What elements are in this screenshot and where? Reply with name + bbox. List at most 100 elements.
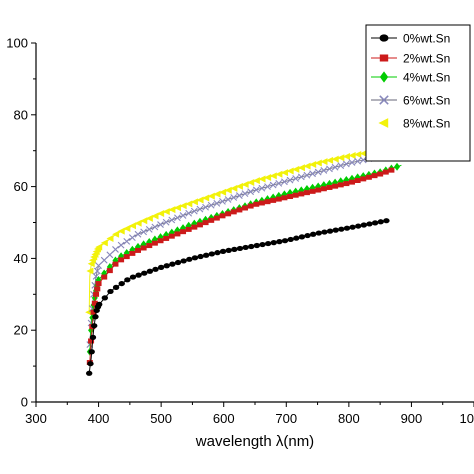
data-point xyxy=(157,264,165,270)
data-point xyxy=(157,221,164,228)
data-point xyxy=(124,277,131,283)
data-point xyxy=(185,209,193,217)
legend-label: 6%wt.Sn xyxy=(403,94,450,108)
data-point xyxy=(366,221,373,227)
data-point xyxy=(258,175,266,183)
data-point xyxy=(292,165,300,173)
data-point xyxy=(191,255,199,261)
data-point xyxy=(320,186,327,192)
data-point xyxy=(286,167,294,175)
x-tick-label: 600 xyxy=(213,411,235,426)
data-point xyxy=(348,179,355,185)
data-point xyxy=(253,242,261,249)
legend-marker xyxy=(379,54,389,62)
data-point xyxy=(117,227,125,235)
series-line xyxy=(88,220,387,374)
data-point xyxy=(337,182,344,188)
data-point xyxy=(190,207,198,215)
data-point xyxy=(281,238,289,244)
data-point xyxy=(242,244,249,251)
data-point xyxy=(252,186,260,194)
data-point xyxy=(231,246,238,252)
data-point xyxy=(332,227,339,233)
data-point xyxy=(219,188,227,196)
data-point xyxy=(355,223,362,229)
data-point xyxy=(354,177,361,183)
data-point xyxy=(123,237,131,245)
data-point xyxy=(207,201,215,209)
legend-label: 8%wt.Sn xyxy=(403,117,450,131)
data-point xyxy=(303,171,311,179)
data-point xyxy=(292,192,299,198)
data-point xyxy=(90,309,97,315)
data-point xyxy=(270,197,277,203)
data-point xyxy=(230,209,237,215)
data-point xyxy=(88,338,95,344)
data-point xyxy=(134,230,142,238)
x-tick-label: 500 xyxy=(150,411,172,426)
data-point xyxy=(93,267,101,275)
data-point xyxy=(191,224,198,230)
data-point xyxy=(174,259,182,266)
data-point xyxy=(91,300,98,306)
data-point xyxy=(213,215,220,221)
x-tick-label: 700 xyxy=(275,411,297,426)
x-tick-label: 400 xyxy=(88,411,110,426)
data-point xyxy=(382,169,389,175)
data-point xyxy=(236,245,244,252)
data-point xyxy=(197,253,204,260)
data-point xyxy=(248,243,255,250)
data-point xyxy=(259,241,266,248)
legend-label: 4%wt.Sn xyxy=(403,71,450,85)
y-tick-label: 20 xyxy=(14,323,28,338)
data-point xyxy=(219,248,227,254)
y-tick-label: 0 xyxy=(21,395,28,410)
data-point xyxy=(337,162,345,169)
legend-marker xyxy=(378,118,389,128)
data-point xyxy=(174,204,182,212)
y-tick-label: 60 xyxy=(14,179,28,194)
data-point xyxy=(95,243,103,251)
legend-label: 0%wt.Sn xyxy=(403,32,450,46)
data-point xyxy=(202,203,209,211)
data-point xyxy=(315,187,322,193)
data-point xyxy=(241,190,249,198)
data-point xyxy=(129,250,136,256)
data-point xyxy=(275,179,283,187)
x-tick-label: 800 xyxy=(338,411,360,426)
data-point xyxy=(92,314,99,320)
data-point xyxy=(342,160,350,168)
data-point xyxy=(174,231,181,237)
data-point xyxy=(275,170,283,178)
data-point xyxy=(247,188,255,196)
legend-label: 2%wt.Sn xyxy=(403,52,450,66)
data-point xyxy=(123,254,130,260)
data-point xyxy=(162,218,170,226)
data-point xyxy=(348,151,356,159)
data-point xyxy=(359,150,367,158)
data-point xyxy=(85,370,93,376)
data-point xyxy=(348,159,356,166)
data-point xyxy=(140,228,148,236)
data-point xyxy=(180,229,187,235)
data-point xyxy=(314,159,322,167)
data-point xyxy=(303,162,311,170)
data-point xyxy=(118,280,125,287)
data-point xyxy=(320,158,328,166)
data-point xyxy=(383,218,390,224)
data-point xyxy=(236,207,243,213)
data-point xyxy=(208,217,215,223)
legend-item: 6%wt.Sn xyxy=(371,94,450,108)
data-point xyxy=(281,195,288,201)
data-point xyxy=(338,226,345,232)
data-point xyxy=(180,258,187,264)
data-point xyxy=(264,240,272,247)
data-point xyxy=(293,235,300,241)
data-point xyxy=(321,229,328,235)
data-point xyxy=(269,172,277,180)
x-tick-label: 900 xyxy=(401,411,423,426)
data-point xyxy=(169,261,176,267)
data-point xyxy=(123,249,130,258)
data-point xyxy=(276,239,283,245)
data-point xyxy=(349,224,356,230)
